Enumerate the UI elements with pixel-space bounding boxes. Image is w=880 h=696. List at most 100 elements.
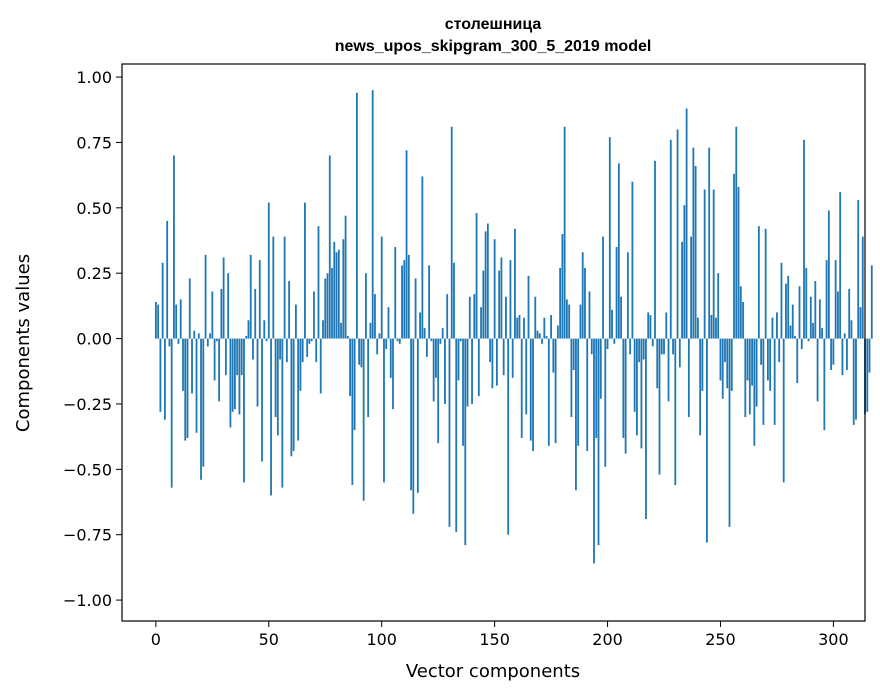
bar xyxy=(617,163,620,339)
bar xyxy=(516,317,519,339)
bar xyxy=(694,165,697,339)
bar xyxy=(369,322,372,339)
bar xyxy=(218,338,221,402)
y-axis-label: Components values xyxy=(13,254,34,432)
bar xyxy=(276,338,279,436)
bar xyxy=(177,338,180,344)
bar xyxy=(807,338,810,342)
bar xyxy=(843,333,846,339)
bar xyxy=(629,338,632,355)
bar xyxy=(462,338,464,446)
bar xyxy=(645,338,647,520)
bar xyxy=(405,150,408,339)
bar xyxy=(358,338,361,365)
bar xyxy=(794,335,796,339)
bar xyxy=(414,278,417,339)
bar xyxy=(685,108,688,339)
bar xyxy=(717,273,720,339)
bar xyxy=(193,330,196,339)
bar xyxy=(200,338,202,480)
bar xyxy=(523,317,525,339)
bar xyxy=(724,338,726,363)
bar xyxy=(317,226,320,339)
bar xyxy=(493,239,496,339)
bar xyxy=(495,338,498,386)
bar xyxy=(428,265,431,339)
bar xyxy=(816,338,819,402)
bar xyxy=(584,267,586,339)
bar xyxy=(823,338,826,431)
bar xyxy=(735,126,738,339)
bars-group xyxy=(154,90,873,564)
bar xyxy=(782,338,785,483)
x-tick-label: 50 xyxy=(259,630,279,649)
bar xyxy=(480,307,482,339)
bar xyxy=(681,241,683,339)
bar xyxy=(333,241,336,339)
bar xyxy=(830,338,833,370)
bar xyxy=(511,338,514,378)
bar xyxy=(541,338,543,344)
y-axis-ticks: −1.00 −0.75 −0.50 −0.25 0.00 0.25 0.50 0.75 1.00 xyxy=(63,68,122,610)
bar xyxy=(520,338,523,438)
bar xyxy=(624,338,627,454)
bar xyxy=(184,338,187,441)
bar xyxy=(699,338,702,436)
x-axis-ticks: 0 50 100 150 200 250 300 xyxy=(151,621,849,649)
bar xyxy=(441,328,444,339)
bar xyxy=(154,301,157,339)
bar xyxy=(396,338,399,342)
bar xyxy=(283,236,286,339)
bar xyxy=(536,330,539,339)
bar xyxy=(326,273,329,339)
bar xyxy=(401,265,403,339)
bar xyxy=(211,291,214,339)
bar xyxy=(157,304,160,339)
bar xyxy=(848,288,851,339)
bar xyxy=(245,335,248,339)
bar xyxy=(509,260,512,339)
bar xyxy=(464,338,467,546)
x-tick-label: 250 xyxy=(705,630,736,649)
bar xyxy=(834,260,837,339)
bar xyxy=(588,291,591,339)
x-tick-label: 0 xyxy=(151,630,161,649)
bar xyxy=(837,291,839,339)
bar xyxy=(647,312,650,339)
bar xyxy=(712,189,715,339)
bar xyxy=(527,275,530,339)
bar xyxy=(392,338,394,410)
bar xyxy=(615,247,618,339)
bar xyxy=(425,338,428,357)
bar xyxy=(313,291,315,339)
bar xyxy=(721,338,724,399)
bar xyxy=(164,338,166,420)
bar xyxy=(274,338,277,418)
bar xyxy=(229,338,232,428)
bar xyxy=(491,338,494,389)
chart-title-line-2: news_upos_skipgram_300_5_2019 model xyxy=(335,38,652,55)
bar xyxy=(231,338,234,412)
bar xyxy=(654,160,656,339)
bar xyxy=(773,338,776,425)
bar xyxy=(322,320,324,339)
bar xyxy=(676,129,679,339)
bar xyxy=(757,226,760,339)
y-tick-label: −1.00 xyxy=(63,591,112,610)
bar xyxy=(186,338,189,438)
bar xyxy=(346,335,349,339)
bar xyxy=(222,257,225,339)
y-tick-label: 0.50 xyxy=(76,199,112,218)
bar xyxy=(161,262,164,339)
bar xyxy=(742,301,744,339)
bar xyxy=(730,338,733,391)
bar xyxy=(331,267,333,339)
bar xyxy=(213,338,216,381)
bar xyxy=(170,338,173,488)
bar xyxy=(626,252,629,339)
bar xyxy=(611,309,613,339)
bar xyxy=(319,338,322,394)
bar xyxy=(416,338,419,493)
y-tick-label: −0.50 xyxy=(63,460,112,479)
